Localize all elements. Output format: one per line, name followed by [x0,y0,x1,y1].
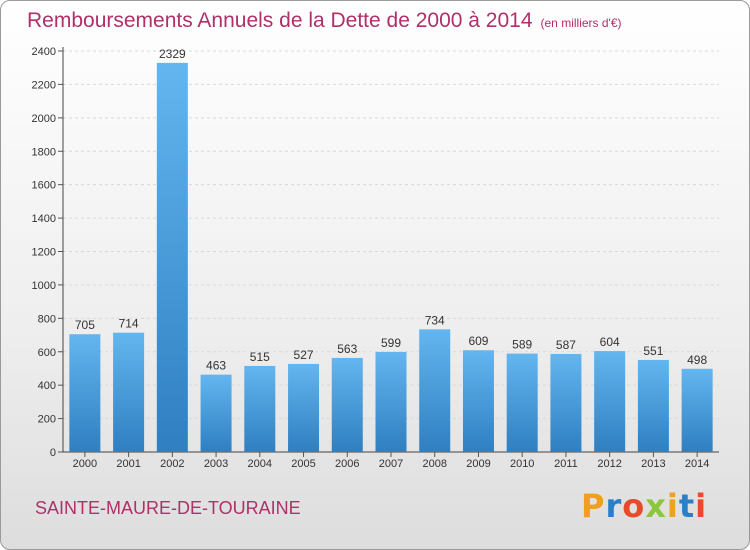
y-tick-label: 1600 [32,180,56,192]
x-tick-label: 2005 [291,458,315,470]
logo-letter: x [645,487,667,525]
chart-title: Remboursements Annuels de la Dette de 20… [27,9,622,33]
bar-value-label: 563 [337,342,357,356]
bar-value-label: 463 [206,359,226,373]
x-tick-label: 2007 [379,458,403,470]
y-tick-label: 600 [38,347,56,359]
chart-title-text: Remboursements Annuels de la Dette de 20… [27,9,533,32]
proxiti-logo: Proxiti [581,487,707,525]
x-tick-label: 2008 [422,458,446,470]
y-tick-label: 1800 [32,146,56,158]
bar-value-label: 2329 [159,47,186,61]
y-tick-label: 1000 [32,280,56,292]
x-tick-label: 2011 [554,458,578,470]
y-tick-label: 1400 [32,213,56,225]
bar [200,374,232,452]
y-tick-label: 200 [38,414,56,426]
bar-value-label: 515 [250,350,270,364]
bar-value-label: 705 [75,318,95,332]
commune-name: SAINTE-MAURE-DE-TOURAINE [35,498,301,518]
x-tick-label: 2013 [641,458,665,470]
chart-subtitle: (en milliers d'€) [540,16,622,30]
y-tick-label: 2200 [32,79,56,91]
bar-value-label: 734 [425,313,445,327]
bar-value-label: 498 [687,353,707,367]
x-tick-label: 2002 [160,458,184,470]
logo-letter: P [581,487,606,525]
bar [550,353,582,452]
y-tick-label: 1200 [32,247,56,259]
y-tick-label: 2400 [32,46,56,58]
bar-value-label: 599 [381,336,401,350]
bar-value-label: 589 [512,338,532,352]
x-tick-label: 2010 [510,458,534,470]
bar [113,332,145,452]
logo-letter: i [666,487,679,525]
logo-letter: r [605,487,623,525]
x-tick-label: 2000 [73,458,97,470]
logo-letter: t [678,487,696,525]
bar [506,353,538,452]
bar-value-label: 609 [468,334,488,348]
y-tick-label: 400 [38,380,56,392]
bar [419,329,451,452]
x-tick-label: 2003 [204,458,228,470]
bar-value-label: 551 [643,344,663,358]
bar [288,363,320,452]
logo-letter: i [695,487,708,525]
bar-value-label: 587 [556,338,576,352]
bar-value-label: 527 [294,348,314,362]
x-tick-label: 2004 [248,458,272,470]
bar [331,357,363,452]
y-tick-label: 2000 [32,113,56,125]
y-tick-label: 0 [50,447,56,459]
x-tick-label: 2012 [597,458,621,470]
x-tick-label: 2006 [335,458,359,470]
bar [637,359,669,452]
bar [69,334,101,452]
x-tick-label: 2009 [466,458,490,470]
bar [156,62,188,452]
bar [594,351,626,452]
bar-value-label: 604 [600,335,620,349]
bar [681,368,713,452]
x-tick-label: 2001 [116,458,140,470]
logo-letter: o [622,487,646,525]
bar [375,351,407,452]
bar [462,350,494,452]
y-tick-label: 800 [38,313,56,325]
bar [244,365,276,452]
x-tick-label: 2014 [685,458,709,470]
bar-value-label: 714 [119,317,139,331]
